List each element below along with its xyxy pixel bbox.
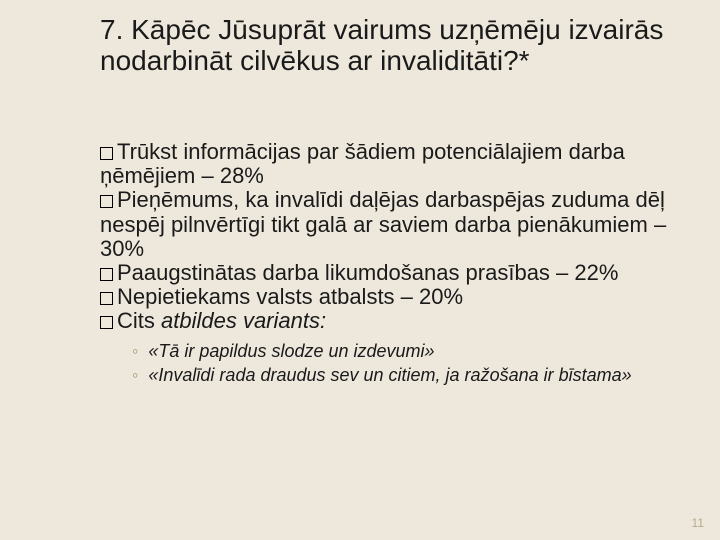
bullet-item-other: Cits atbildes variants: — [100, 309, 690, 333]
other-suffix: atbildes variants: — [155, 308, 326, 333]
bullet-text: Pieņēmums, ka invalīdi daļējas darbaspēj… — [100, 187, 666, 260]
bullet-item: Nepietiekams valsts atbalsts – 20% — [100, 285, 690, 309]
bullet-text: Nepietiekams valsts atbalsts – 20% — [117, 284, 463, 309]
sub-item-text: «Tā ir papildus slodze un izdevumi» — [148, 340, 434, 363]
checkbox-icon — [100, 147, 113, 160]
slide-body: Trūkst informācijas par šādiem potenciāl… — [100, 140, 690, 389]
page-number: 11 — [692, 516, 704, 530]
sub-bullet-icon: ◦ — [132, 340, 138, 363]
checkbox-icon — [100, 195, 113, 208]
slide-title: 7. Kāpēc Jūsuprāt vairums uzņēmēju izvai… — [100, 14, 690, 77]
sub-item: ◦ «Tā ir papildus slodze un izdevumi» — [132, 340, 690, 363]
bullet-item: Paaugstinātas darba likumdošanas prasība… — [100, 261, 690, 285]
sub-list: ◦ «Tā ir papildus slodze un izdevumi» ◦ … — [132, 340, 690, 387]
bullet-text: Paaugstinātas darba likumdošanas prasība… — [117, 260, 618, 285]
checkbox-icon — [100, 268, 113, 281]
bullet-item: Trūkst informācijas par šādiem potenciāl… — [100, 140, 690, 188]
bullet-text: Trūkst informācijas par šādiem potenciāl… — [100, 139, 625, 188]
sub-bullet-icon: ◦ — [132, 364, 138, 387]
checkbox-icon — [100, 316, 113, 329]
slide: 7. Kāpēc Jūsuprāt vairums uzņēmēju izvai… — [0, 0, 720, 540]
bullet-item: Pieņēmums, ka invalīdi daļējas darbaspēj… — [100, 188, 690, 261]
checkbox-icon — [100, 292, 113, 305]
sub-item-text: «Invalīdi rada draudus sev un citiem, ja… — [148, 364, 631, 387]
sub-item: ◦ «Invalīdi rada draudus sev un citiem, … — [132, 364, 690, 387]
other-label: Cits — [117, 308, 155, 333]
